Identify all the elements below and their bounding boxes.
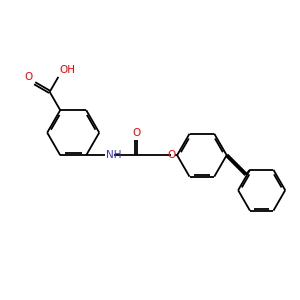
Text: OH: OH <box>60 65 76 75</box>
Text: NH: NH <box>106 150 122 160</box>
Text: O: O <box>168 150 176 160</box>
Text: O: O <box>24 72 33 82</box>
Text: O: O <box>132 128 140 138</box>
